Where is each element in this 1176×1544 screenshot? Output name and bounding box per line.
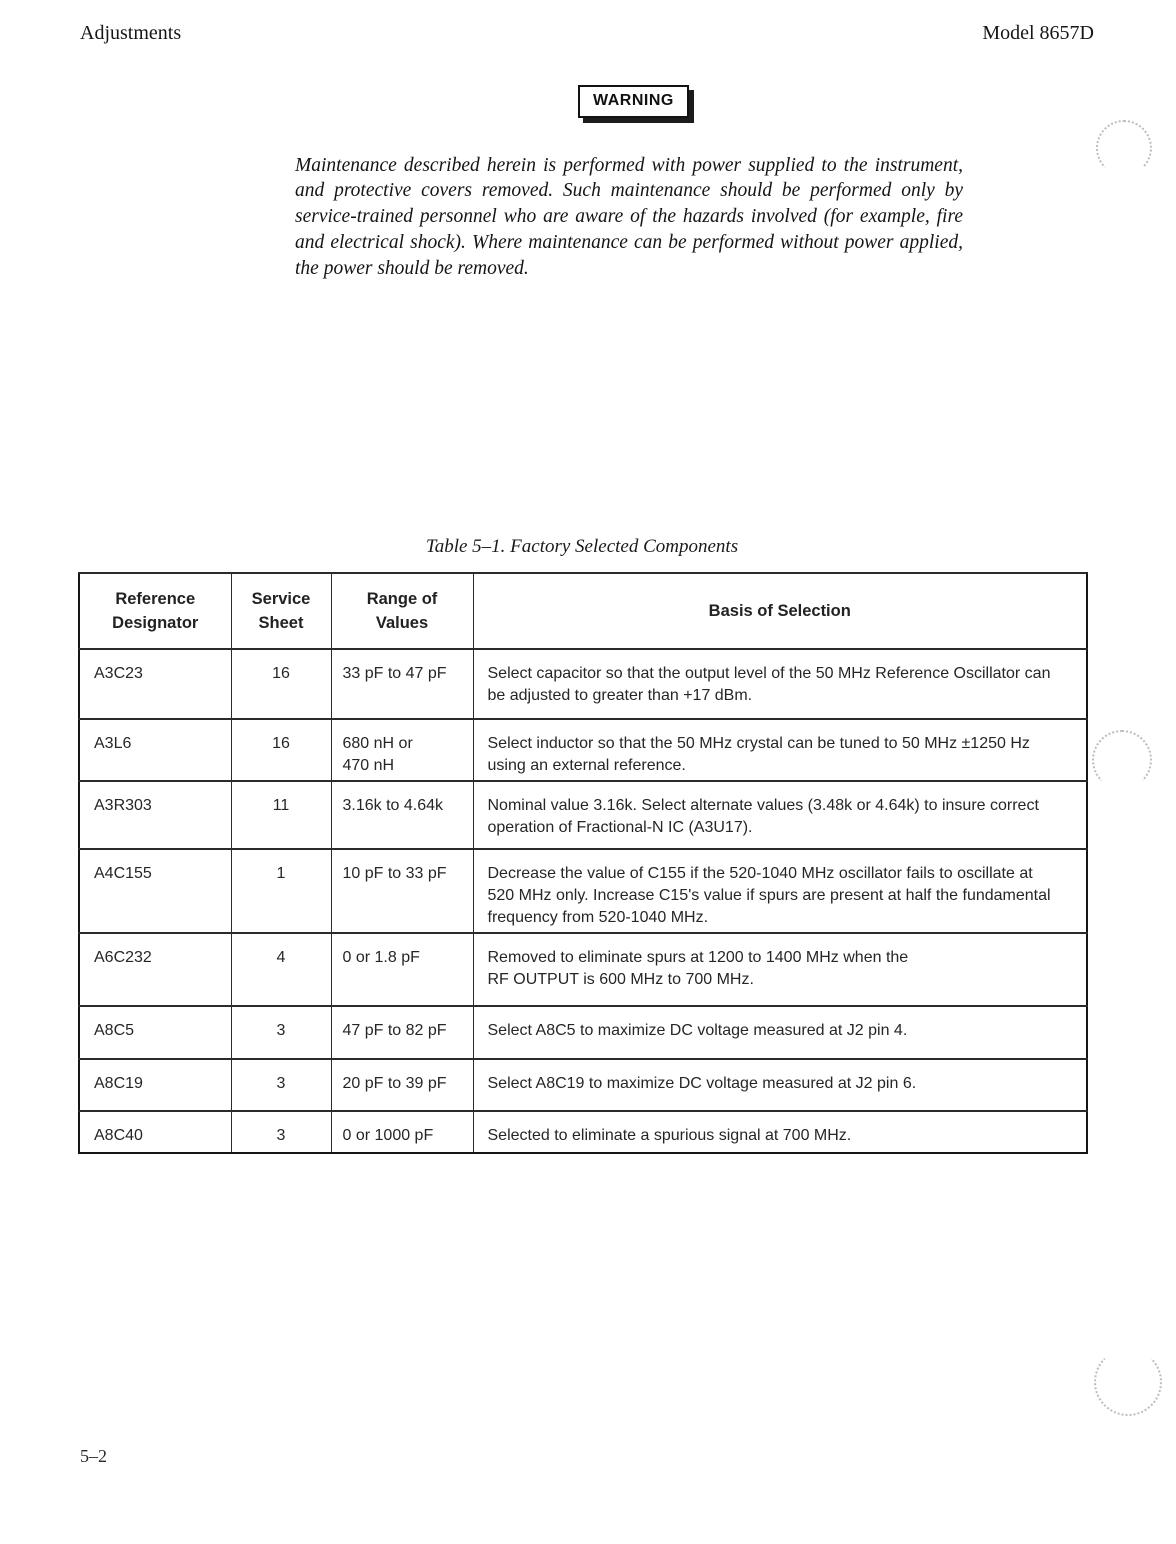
- cell-reference-designator: A8C40: [78, 1110, 232, 1154]
- cell-service-sheet: 16: [230, 648, 332, 720]
- punch-hole-scan-artifact: [1094, 1348, 1162, 1416]
- cell-service-sheet: 16: [230, 718, 332, 782]
- header-section-title: Adjustments: [80, 22, 182, 44]
- column-header-basis-of-selection: Basis of Selection: [472, 572, 1088, 650]
- table-row: A3C23 16 33 pF to 47 pF Select capacitor…: [78, 648, 1088, 720]
- punch-hole-scan-artifact: [1096, 120, 1152, 176]
- table-header-row: Reference Designator Service Sheet Range…: [78, 572, 1088, 650]
- cell-service-sheet: 3: [230, 1005, 332, 1060]
- cell-service-sheet: 1: [230, 848, 332, 934]
- cell-basis-of-selection: Select inductor so that the 50 MHz cryst…: [472, 718, 1088, 782]
- punch-hole-scan-artifact: [1092, 730, 1152, 790]
- cell-reference-designator: A6C232: [78, 932, 232, 1007]
- cell-range-of-values: 47 pF to 82 pF: [330, 1005, 474, 1060]
- table-row: A6C232 4 0 or 1.8 pF Removed to eliminat…: [78, 932, 1088, 1007]
- cell-service-sheet: 3: [230, 1110, 332, 1154]
- column-header-service-sheet: Service Sheet: [230, 572, 332, 650]
- cell-range-of-values: 3.16k to 4.64k: [330, 780, 474, 850]
- page-number: 5–2: [80, 1446, 107, 1466]
- cell-basis-of-selection: Select capacitor so that the output leve…: [472, 648, 1088, 720]
- cell-range-of-values: 33 pF to 47 pF: [330, 648, 474, 720]
- cell-basis-of-selection: Select A8C5 to maximize DC voltage measu…: [472, 1005, 1088, 1060]
- cell-basis-of-selection: Decrease the value of C155 if the 520-10…: [472, 848, 1088, 934]
- cell-reference-designator: A3L6: [78, 718, 232, 782]
- table-row: A8C19 3 20 pF to 39 pF Select A8C19 to m…: [78, 1058, 1088, 1112]
- cell-reference-designator: A3R303: [78, 780, 232, 850]
- cell-basis-of-selection: Selected to eliminate a spurious signal …: [472, 1110, 1088, 1154]
- warning-paragraph: Maintenance described herein is performe…: [295, 154, 963, 279]
- cell-basis-of-selection: Nominal value 3.16k. Select alternate va…: [472, 780, 1088, 850]
- page-header: Adjustments Model 8657D: [80, 22, 1094, 45]
- column-header-range-of-values: Range of Values: [330, 572, 474, 650]
- cell-range-of-values: 680 nH or 470 nH: [330, 718, 474, 782]
- cell-reference-designator: A4C155: [78, 848, 232, 934]
- table-caption: Table 5–1. Factory Selected Components: [425, 536, 739, 557]
- cell-reference-designator: A8C19: [78, 1058, 232, 1112]
- cell-service-sheet: 4: [230, 932, 332, 1007]
- cell-reference-designator: A3C23: [78, 648, 232, 720]
- cell-service-sheet: 11: [230, 780, 332, 850]
- warning-label: WARNING: [593, 92, 674, 109]
- cell-basis-of-selection: Select A8C19 to maximize DC voltage meas…: [472, 1058, 1088, 1112]
- factory-selected-components-table: Reference Designator Service Sheet Range…: [78, 572, 1088, 1154]
- table-row: A3R303 11 3.16k to 4.64k Nominal value 3…: [78, 780, 1088, 850]
- warning-label-box: WARNING: [578, 85, 689, 118]
- cell-range-of-values: 10 pF to 33 pF: [330, 848, 474, 934]
- cell-service-sheet: 3: [230, 1058, 332, 1112]
- cell-basis-of-selection: Removed to eliminate spurs at 1200 to 14…: [472, 932, 1088, 1007]
- cell-reference-designator: A8C5: [78, 1005, 232, 1060]
- column-header-reference-designator: Reference Designator: [78, 572, 232, 650]
- table-row: A8C40 3 0 or 1000 pF Selected to elimina…: [78, 1110, 1088, 1154]
- cell-range-of-values: 0 or 1000 pF: [330, 1110, 474, 1154]
- table-row: A8C5 3 47 pF to 82 pF Select A8C5 to max…: [78, 1005, 1088, 1060]
- table-row: A3L6 16 680 nH or 470 nH Select inductor…: [78, 718, 1088, 782]
- header-model-number: Model 8657D: [982, 22, 1094, 44]
- cell-range-of-values: 0 or 1.8 pF: [330, 932, 474, 1007]
- cell-range-of-values: 20 pF to 39 pF: [330, 1058, 474, 1112]
- table-row: A4C155 1 10 pF to 33 pF Decrease the val…: [78, 848, 1088, 934]
